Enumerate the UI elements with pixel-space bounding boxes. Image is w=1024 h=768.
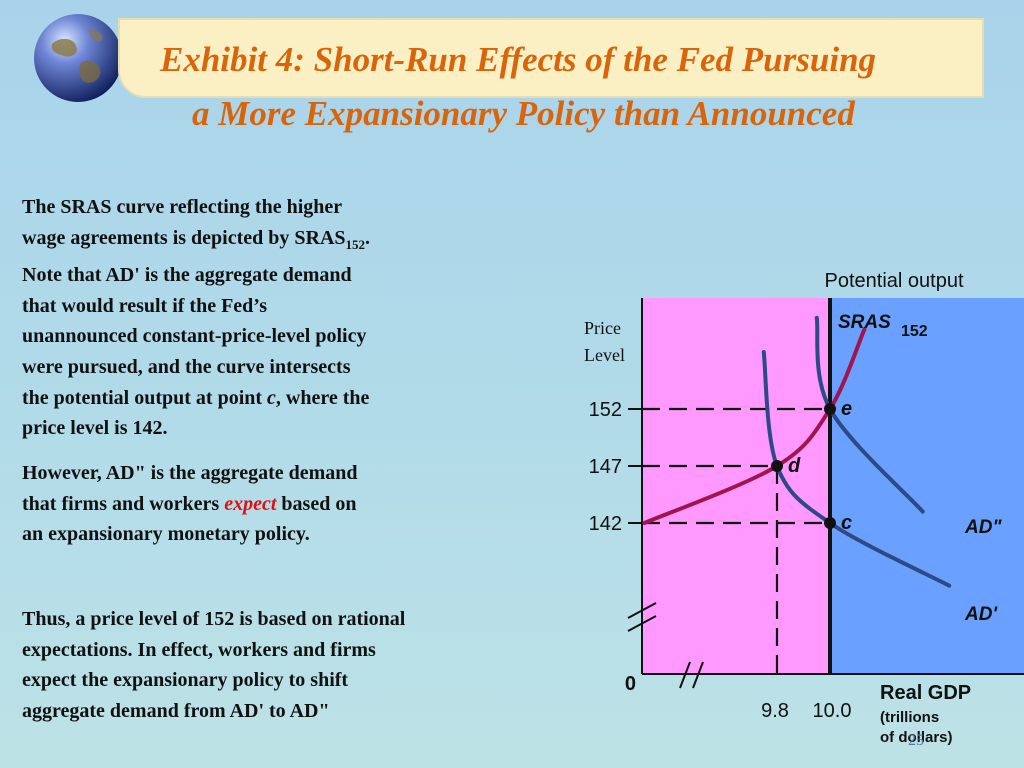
x-axis-break-mark xyxy=(692,661,704,689)
emphasis-expect: expect xyxy=(224,492,277,515)
x-axis-break-mark xyxy=(679,661,691,689)
explanation-paragraph-3: Thus, a price level of 152 is based on r… xyxy=(22,604,522,726)
text-line: Thus, a price level of 152 is based on r… xyxy=(22,608,406,630)
text-line: price level is 142. xyxy=(22,417,168,440)
x-tick-label: 9.8 xyxy=(761,700,789,722)
text-line: unannounced constant-price-level policy xyxy=(22,325,367,348)
x-tick-label: 10.0 xyxy=(813,700,852,722)
text-line: were pursued, and the curve intersects xyxy=(22,355,351,378)
page-title-line-1: Exhibit 4: Short-Run Effects of the Fed … xyxy=(160,40,877,79)
origin-label: 0 xyxy=(625,673,636,695)
point-d-label: d xyxy=(788,455,801,477)
point-e-marker xyxy=(824,403,836,415)
x-axis-title: Real GDP xyxy=(880,682,971,704)
potential-output-label: Potential output xyxy=(825,270,964,292)
text-line: expectations. In effect, workers and fir… xyxy=(22,638,376,661)
sras-curve-label-subscript: 152 xyxy=(901,323,928,340)
globe-logo xyxy=(34,14,122,102)
text-line: Note that AD' is the aggregate demand xyxy=(22,264,352,287)
slide-number: 25 xyxy=(908,732,924,749)
sras-curve-label: SRAS xyxy=(838,312,891,333)
text-line: wage agreements is depicted by SRAS152. xyxy=(22,226,371,252)
ad-prime-curve xyxy=(761,350,952,588)
y-axis-break-mark xyxy=(627,602,657,619)
ad-prime-label: AD' xyxy=(964,604,998,625)
point-e-label: e xyxy=(841,398,852,420)
ad-double-prime-label: AD" xyxy=(964,517,1002,538)
text-line: an expansionary monetary policy. xyxy=(22,523,310,546)
y-axis-title-line-1: Price xyxy=(584,318,621,338)
point-d-marker xyxy=(771,460,783,472)
text-line: The SRAS curve reflecting the higher xyxy=(22,196,343,218)
title-banner xyxy=(118,18,984,98)
text-line: expect the expansionary policy to shift xyxy=(22,669,349,692)
explanation-paragraph-2: However, AD" is the aggregate demand tha… xyxy=(22,458,492,550)
subscript: 152 xyxy=(345,236,366,252)
sras-curve xyxy=(642,327,867,525)
point-c-marker xyxy=(824,517,836,529)
y-tick-label: 142 xyxy=(589,513,622,535)
y-tick-label: 152 xyxy=(589,399,622,421)
y-tick-label: 147 xyxy=(589,456,622,478)
page-title-line-2: a More Expansionary Policy than Announce… xyxy=(192,94,855,133)
point-ref: c xyxy=(267,386,276,409)
y-axis-title-line-2: Level xyxy=(584,345,625,365)
text-line: However, AD" is the aggregate demand xyxy=(22,462,358,484)
x-axis-subtitle-line-2: of dollars) xyxy=(880,729,953,746)
text-line: aggregate demand from AD' to AD" xyxy=(22,699,330,722)
y-axis-break-mark xyxy=(627,615,657,632)
text-line: the potential output at point c, where t… xyxy=(22,386,370,409)
text-line: that would result if the Fed’s xyxy=(22,294,267,317)
text-line: that firms and workers expect based on xyxy=(22,492,357,515)
post-potential-region xyxy=(830,298,1024,674)
x-axis-subtitle-line-1: (trillions xyxy=(880,709,939,726)
explanation-paragraph-1: The SRAS curve reflecting the higher wag… xyxy=(22,192,492,444)
point-c-label: c xyxy=(841,512,852,534)
